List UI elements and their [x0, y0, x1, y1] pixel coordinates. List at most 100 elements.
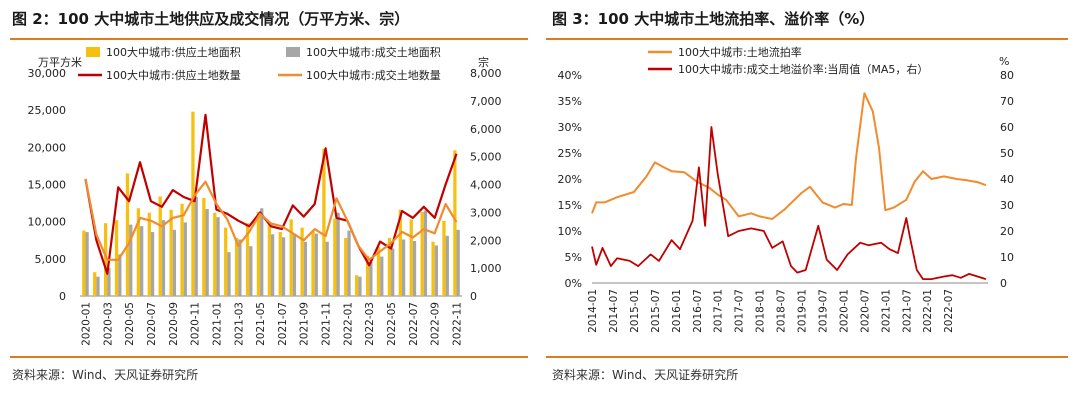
bar-deal-area — [249, 246, 253, 296]
bar-deal-area — [292, 234, 297, 296]
x-tick-label: 2014-01 — [587, 289, 599, 333]
bar-supply-area — [202, 197, 206, 296]
bar-supply-area — [180, 203, 184, 296]
x-tick-label: 2021-07 — [901, 289, 913, 333]
y-right-tick-label: 4,000 — [470, 179, 502, 192]
x-tick-label: 2020-05 — [124, 302, 136, 346]
line-premium-rate — [591, 126, 987, 281]
bar-supply-area — [114, 220, 119, 296]
bar-deal-area — [205, 209, 209, 296]
x-tick-label: 2021-01 — [880, 289, 892, 333]
y-right-tick-label: 10 — [1000, 251, 1014, 264]
figure-3-panel: 图 3：100 大中城市土地流拍率、溢价率（%） % 0% 5% 10% 15% 20% 2… — [540, 0, 1080, 413]
bar-supply-area — [158, 196, 162, 296]
y-right-tick-label: 20 — [1000, 225, 1014, 238]
bar-supply-area — [169, 209, 173, 296]
legend-swatch — [86, 47, 100, 57]
figure-2-bottom-rule — [10, 356, 528, 358]
y-right-tick-label: 3,000 — [470, 206, 502, 219]
bar-deal-area — [281, 237, 286, 296]
y-right-tick-label: 40 — [1000, 173, 1014, 186]
bar-supply-area — [453, 150, 457, 296]
bar-supply-area — [224, 227, 228, 296]
legend-label: 100大中城市:供应土地数量 — [106, 68, 241, 82]
figure-3-title: 图 3：100 大中城市土地流拍率、溢价率（%） — [552, 10, 875, 28]
x-tick-label: 2022-01 — [922, 289, 934, 333]
bar-supply-area — [442, 220, 446, 296]
bar-deal-area — [434, 245, 438, 296]
y-right-tick-label: 0 — [1000, 277, 1007, 290]
y-right-unit: % — [999, 55, 1009, 68]
x-tick-label: 2018-07 — [776, 289, 788, 333]
bar-deal-area — [303, 241, 308, 296]
x-tick-label: 2014-07 — [608, 289, 620, 333]
x-tick-label: 2015-07 — [650, 289, 662, 333]
bar-deal-area — [369, 261, 373, 296]
x-tick-label: 2019-07 — [817, 289, 829, 333]
y-left-tick-label: 25% — [558, 147, 582, 160]
bar-deal-area — [129, 224, 133, 296]
line-deal-count — [84, 178, 458, 261]
figure-3-top-rule — [546, 38, 1068, 40]
x-tick-label: 2016-01 — [671, 289, 683, 333]
bar-deal-area — [271, 234, 275, 296]
bar-supply-area — [278, 232, 282, 296]
legend-label: 100大中城市:土地流拍率 — [678, 45, 802, 59]
bar-deal-area — [347, 230, 351, 296]
bar-supply-area — [256, 212, 261, 296]
bar-supply-area — [125, 173, 130, 296]
x-tick-label: 2017-07 — [734, 289, 746, 333]
bar-supply-area — [355, 275, 359, 296]
y-right-unit: 宗 — [478, 55, 489, 69]
bar-deal-area — [107, 267, 111, 296]
bar-deal-area — [140, 226, 144, 296]
y-left-tick-label: 5% — [565, 251, 582, 264]
bar-supply-area — [420, 212, 424, 296]
x-tick-label: 2017-01 — [713, 289, 725, 333]
x-tick-label: 2022-11 — [452, 302, 464, 346]
x-tick-label: 2020-01 — [80, 302, 92, 346]
line-supply-count — [84, 113, 458, 275]
bar-supply-area — [431, 241, 435, 296]
y-left-tick-label: 0% — [565, 277, 582, 290]
bar-deal-area — [238, 239, 242, 296]
y-left-tick-label: 15% — [558, 199, 582, 212]
bar-supply-area — [300, 227, 304, 296]
bar-supply-area — [398, 209, 402, 296]
bar-deal-area — [445, 235, 449, 296]
line-failed-auction-rate — [591, 92, 987, 220]
x-tick-label: 2019-01 — [797, 289, 809, 333]
x-tick-label: 2021-01 — [211, 302, 223, 346]
figure-3-source: 资料来源：Wind、天风证券研究所 — [552, 368, 739, 382]
x-tick-label: 2015-01 — [629, 289, 641, 333]
bar-supply-area — [344, 238, 348, 296]
bar-supply-area — [82, 230, 86, 296]
y-left-tick-label: 10% — [558, 225, 582, 238]
bar-supply-area — [136, 208, 141, 296]
legend-label: 100大中城市:成交土地数量 — [306, 68, 441, 82]
figure-3-chart: % 0% 5% 10% 15% 20% 25% 30% 35% 40% 0 10 20 30 40 50 60 7… — [558, 45, 1014, 333]
bar-supply-area — [376, 246, 381, 296]
legend-label: 100大中城市:供应土地面积 — [106, 45, 241, 59]
bar-supply-area — [147, 212, 151, 296]
bar-deal-area — [172, 229, 177, 296]
x-tick-label: 2022-07 — [408, 302, 420, 346]
legend-label: 100大中城市:成交土地面积 — [306, 45, 441, 59]
y-left-tick-label: 30,000 — [28, 67, 67, 80]
figure-2-panel: 图 2：100 大中城市土地供应及成交情况（万平方米、宗） 万平方米 宗 0 5,00… — [10, 10, 528, 382]
bar-deal-area — [412, 240, 417, 296]
figure-2-chart: 万平方米 宗 0 5,000 10,000 15,000 20,000 25,000 30,00… — [28, 45, 502, 346]
bar-supply-area — [267, 224, 271, 296]
bar-deal-area — [380, 256, 384, 296]
x-tick-label: 2018-01 — [755, 289, 767, 333]
y-right-tick-label: 7,000 — [470, 95, 502, 108]
y-left-tick-label: 10,000 — [28, 216, 67, 229]
y-left-tick-label: 0 — [59, 290, 66, 303]
y-left-unit: 万平方米 — [38, 55, 82, 69]
y-right-tick-label: 6,000 — [470, 123, 502, 136]
y-right-tick-label: 1,000 — [470, 262, 502, 275]
x-tick-label: 2020-01 — [838, 289, 850, 333]
y-right-tick-label: 0 — [470, 290, 477, 303]
bar-deal-area — [325, 241, 329, 296]
y-right-tick-label: 80 — [1000, 69, 1014, 82]
